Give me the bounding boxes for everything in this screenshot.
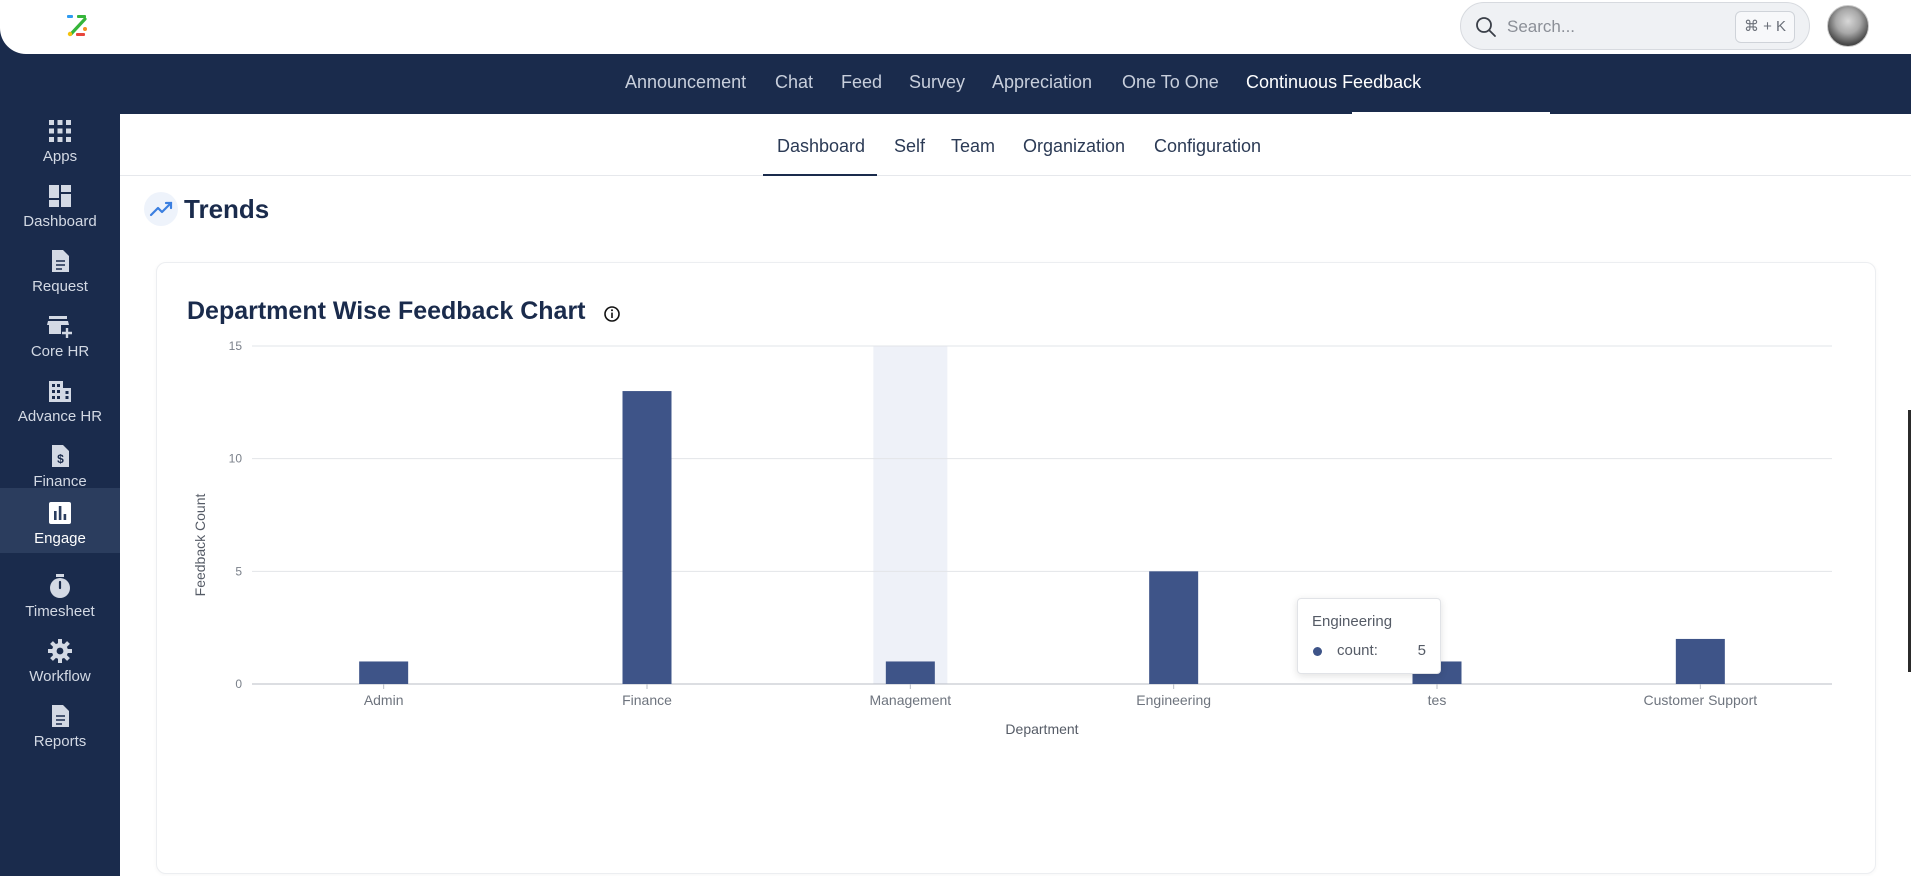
sidebar-item-label: Reports [33, 733, 87, 750]
bar[interactable] [622, 391, 672, 684]
dashboard-icon [49, 185, 71, 207]
x-tick-label: Management [869, 692, 951, 708]
sidebar-item-label: Request [32, 278, 88, 295]
y-axis-title: Feedback Count [192, 494, 208, 597]
sidebar-item-apps[interactable]: Apps [0, 108, 120, 173]
sidebar-item-label: Timesheet [25, 603, 95, 620]
topnav-one-to-one[interactable]: One To One [1122, 72, 1219, 92]
topnav-feed[interactable]: Feed [841, 72, 883, 92]
bar[interactable] [1675, 638, 1725, 684]
sidebar-item-timesheet[interactable]: Timesheet [0, 563, 120, 628]
x-tick-label: Customer Support [1644, 692, 1758, 708]
topnav-announcement[interactable]: Announcement [625, 72, 747, 92]
timer-icon [50, 574, 70, 598]
y-tick-label: 0 [235, 677, 242, 691]
main-panel: Dashboard Self Team Organization Configu… [120, 114, 1911, 876]
bar[interactable] [1149, 571, 1199, 684]
sidebar-item-workflow[interactable]: Workflow [0, 628, 120, 693]
subnav-configuration[interactable]: Configuration [1154, 136, 1262, 156]
tooltip-value: 5 [1417, 642, 1426, 659]
chart-title: Department Wise Feedback Chart [187, 297, 586, 325]
sidebar-item-finance[interactable]: $ Finance [0, 433, 120, 498]
topnav-survey[interactable]: Survey [909, 72, 966, 92]
subnav-team[interactable]: Team [951, 136, 996, 156]
subnav-dashboard[interactable]: Dashboard [777, 136, 866, 156]
user-avatar[interactable] [1827, 5, 1869, 47]
sidebar-item-label: Workflow [29, 668, 91, 685]
global-search[interactable]: Search... ⌘ + K [1460, 2, 1810, 50]
building-icon [49, 381, 71, 402]
topnav-active-indicator [1352, 112, 1550, 114]
sidebar-item-label: Dashboard [23, 213, 97, 230]
chart-tooltip: Engineering count: 5 [1297, 598, 1441, 674]
tooltip-label: count: [1337, 642, 1378, 659]
gear-icon [48, 639, 72, 663]
x-tick-label: Admin [364, 692, 404, 708]
bar[interactable] [359, 661, 409, 684]
feedback-chart-card: Department Wise Feedback Chart 0 5 10 15 Adm… [156, 262, 1876, 874]
tooltip-series-dot [1313, 647, 1322, 656]
hover-highlight-band [873, 346, 948, 684]
page-scrollbar[interactable] [1908, 410, 1911, 672]
apps-grid-icon [49, 120, 71, 142]
sidebar-item-label: Advance HR [17, 408, 103, 425]
app-logo-icon[interactable] [64, 12, 92, 40]
x-tick-label: tes [1428, 692, 1447, 708]
info-icon[interactable] [603, 305, 621, 323]
x-axis-title: Department [1005, 721, 1078, 737]
y-tick-label: 5 [235, 564, 242, 578]
store-add-icon [47, 316, 72, 338]
topnav-chat[interactable]: Chat [775, 72, 814, 92]
sidebar-item-label: Core HR [30, 343, 90, 360]
trending-up-icon [144, 192, 178, 226]
section-title: Trends [184, 194, 270, 224]
tooltip-title: Engineering [1312, 613, 1393, 630]
svg-text:$: $ [57, 452, 64, 466]
sidebar-item-label: Apps [42, 148, 78, 165]
report-icon [52, 705, 69, 727]
sidebar-item-core-hr[interactable]: Core HR [0, 303, 120, 368]
subnav-active-indicator [763, 174, 877, 176]
y-tick-label: 15 [229, 339, 243, 353]
document-icon [52, 250, 69, 272]
topnav-continuous-feedback[interactable]: Continuous Feedback [1246, 72, 1422, 92]
search-placeholder[interactable]: Search... [1507, 17, 1576, 36]
department-feedback-bar-chart: 0 5 10 15 Admin Finance Management Engineering t… [192, 339, 1832, 737]
sidebar-item-request[interactable]: Request [0, 238, 120, 303]
sub-navigation: Dashboard Self Team Organization Configu… [120, 114, 1911, 176]
sidebar-item-label: Engage [34, 530, 86, 547]
dollar-document-icon: $ [52, 445, 69, 467]
sidebar: Apps Dashboard Request Core HR Advance H… [0, 100, 120, 876]
sidebar-item-reports[interactable]: Reports [0, 693, 120, 758]
bar-chart-icon [49, 502, 71, 524]
top-navigation: Announcement Chat Feed Survey Appreciati… [120, 54, 1911, 114]
sidebar-item-engage[interactable]: Engage [0, 488, 120, 553]
subnav-self[interactable]: Self [894, 136, 926, 156]
search-shortcut-hint: ⌘ + K [1735, 11, 1795, 43]
sidebar-item-dashboard[interactable]: Dashboard [0, 173, 120, 238]
top-header: Search... ⌘ + K [0, 0, 1911, 54]
x-tick-label: Engineering [1136, 692, 1211, 708]
bar[interactable] [885, 661, 935, 684]
search-icon [1476, 17, 1496, 37]
subnav-organization[interactable]: Organization [1023, 136, 1126, 156]
x-tick-label: Finance [622, 692, 672, 708]
y-tick-label: 10 [229, 452, 243, 466]
sidebar-item-advance-hr[interactable]: Advance HR [0, 368, 120, 433]
topnav-appreciation[interactable]: Appreciation [992, 72, 1093, 92]
sidebar-item-label: Finance [33, 473, 87, 490]
